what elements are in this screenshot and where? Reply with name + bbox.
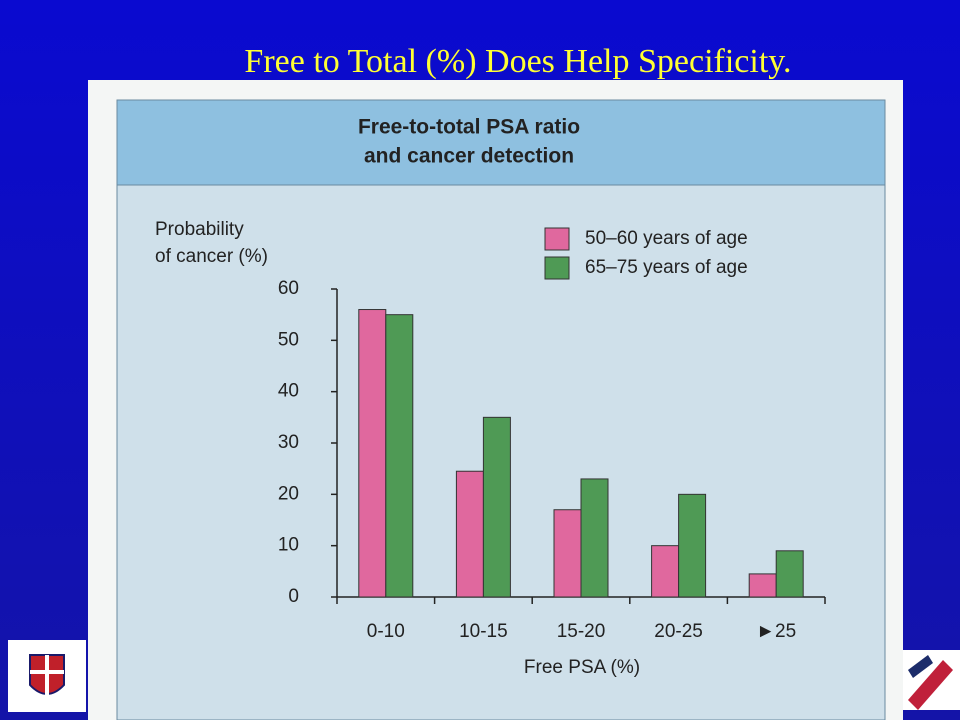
legend-label: 65–75 years of age xyxy=(585,257,748,278)
y-tick-label: 40 xyxy=(278,381,299,402)
bar xyxy=(580,478,609,598)
legend-label: 50–60 years of age xyxy=(585,228,748,249)
x-tick-label: 10-15 xyxy=(459,621,508,642)
y-tick-label: 60 xyxy=(278,278,299,299)
logo-left xyxy=(8,640,86,712)
slide-title: Free to Total (%) Does Help Specificity. xyxy=(244,43,791,80)
figure-box xyxy=(116,99,886,720)
bar xyxy=(678,493,707,598)
x-tick-label: ►25 xyxy=(756,621,796,642)
legend-swatch xyxy=(544,227,570,251)
bar xyxy=(748,573,777,598)
bar xyxy=(482,416,511,598)
y-axis-label: Probability xyxy=(155,219,244,240)
y-tick-label: 0 xyxy=(288,586,299,607)
y-tick-label: 30 xyxy=(278,432,299,453)
legend-swatch xyxy=(544,256,570,280)
x-axis-label: Free PSA (%) xyxy=(524,657,640,678)
bar xyxy=(651,545,680,598)
y-tick-label: 20 xyxy=(278,483,299,504)
y-axis-label: of cancer (%) xyxy=(155,246,268,267)
bar xyxy=(385,314,414,598)
bar xyxy=(553,509,582,598)
chart-title: and cancer detection xyxy=(364,145,574,168)
bar xyxy=(358,309,387,598)
y-tick-label: 10 xyxy=(278,535,299,556)
figure-header xyxy=(116,99,886,186)
bar xyxy=(775,550,804,598)
x-tick-label: 20-25 xyxy=(654,621,703,642)
x-tick-label: 0-10 xyxy=(367,621,405,642)
y-tick-label: 50 xyxy=(278,329,299,350)
chart-title: Free-to-total PSA ratio xyxy=(358,116,580,139)
x-tick-label: 15-20 xyxy=(557,621,606,642)
bar xyxy=(455,470,484,598)
logo-right xyxy=(903,650,960,710)
